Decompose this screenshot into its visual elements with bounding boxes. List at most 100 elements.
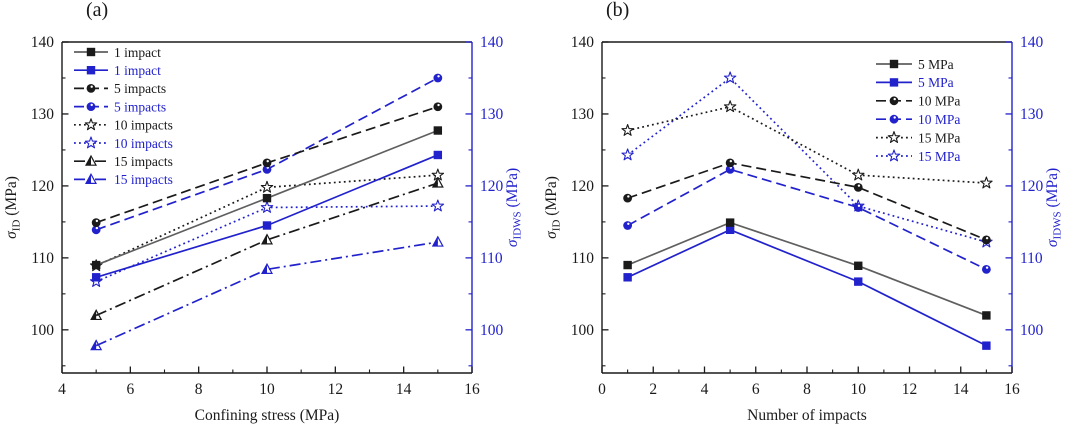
marker-circle-highlight [95, 226, 99, 230]
marker-circle [853, 203, 863, 212]
legend-label: 15 MPa [918, 130, 960, 145]
marker-square [982, 341, 991, 350]
legend: 5 MPa 5 MPa 10 MPa 10 MPa 15 MPa 15 MPa [876, 57, 960, 164]
legend-item: 1 impact [74, 45, 161, 60]
marker-square [725, 218, 735, 227]
marker-circle [262, 158, 272, 168]
x-tick-label: 2 [649, 381, 657, 398]
marker-square [262, 193, 272, 203]
legend-item: 15 impacts [74, 154, 173, 169]
y-tick-label-right: 100 [480, 322, 504, 339]
marker-star [621, 123, 634, 136]
marker-star [621, 148, 634, 161]
marker-star [260, 180, 274, 193]
marker-star [431, 168, 445, 181]
marker-circle-highlight [437, 75, 440, 78]
series-5-impacts-black [91, 102, 443, 228]
marker-star [723, 71, 737, 84]
y-axis-title-right: σIDWS (MPa) [504, 168, 524, 247]
x-tick-label: 8 [803, 381, 811, 398]
y-tick-label-right: 140 [1020, 34, 1044, 51]
marker-circle [623, 193, 633, 203]
legend-item: 10 impacts [74, 136, 173, 151]
y-tick-label-right: 120 [1020, 178, 1044, 195]
marker-triangle [431, 176, 444, 188]
y-tick-label-right: 120 [480, 178, 504, 195]
x-tick-label: 6 [752, 381, 760, 398]
panel-b-label: (b) [606, 0, 630, 21]
marker-circle [725, 158, 735, 168]
y-axis-left: 100 110 120 130 140 σID (MPa) [3, 34, 69, 367]
y-tick-label-left: 100 [31, 322, 55, 339]
series-group [89, 73, 445, 351]
plot-frame [601, 41, 1013, 374]
marker-circle [623, 221, 633, 230]
x-axis: 0 2 4 6 8 10 12 14 16 Number of impacts [598, 366, 1020, 424]
marker-triangle [260, 262, 274, 274]
marker-square [854, 277, 863, 286]
x-tick-label: 6 [126, 381, 134, 398]
marker-circle-highlight [857, 184, 861, 187]
x-tick-label: 10 [259, 381, 275, 398]
marker-star [84, 118, 98, 131]
marker-star [84, 136, 98, 149]
marker-square [91, 260, 101, 270]
legend-item: 15 MPa [876, 149, 960, 164]
legend-item: 10 MPa [876, 112, 960, 127]
y-tick-label-left: 130 [571, 106, 595, 123]
marker-circle-highlight [985, 236, 989, 240]
x-axis-title: Confining stress (MPa) [195, 407, 340, 424]
series-10-mpa-blue [623, 164, 991, 274]
marker-circle-highlight [985, 266, 989, 269]
legend-label: 10 MPa [918, 94, 960, 109]
marker-triangle [431, 235, 444, 247]
legend-label: 15 impacts [114, 154, 173, 169]
x-tick-label: 14 [953, 381, 969, 398]
marker-circle [853, 182, 863, 192]
marker-circle-highlight [95, 219, 99, 223]
y-tick-label-left: 140 [31, 34, 55, 51]
marker-square [262, 221, 272, 230]
marker-circle-highlight [266, 159, 269, 163]
x-tick-label: 14 [396, 381, 412, 398]
marker-square [433, 126, 443, 135]
panel-a-label: (a) [86, 0, 109, 21]
marker-square [623, 273, 632, 282]
y-tick-label-left: 100 [571, 322, 595, 339]
x-tick-label: 12 [902, 381, 918, 398]
series-5-mpa-blue [623, 225, 991, 350]
y-tick-label-left: 130 [31, 106, 55, 123]
marker-circle-highlight [893, 116, 896, 119]
series-15-mpa-black [621, 100, 993, 189]
y-tick-label-left: 120 [31, 178, 55, 195]
legend-item: 10 MPa [876, 94, 960, 109]
y-tick-label-right: 140 [480, 34, 504, 51]
series-15-impacts-black [90, 176, 444, 321]
series-1-impact-black [91, 126, 443, 270]
x-tick-label: 10 [851, 381, 867, 398]
legend-label: 10 MPa [918, 112, 960, 127]
x-axis-title: Number of impacts [747, 407, 867, 424]
y-axis-left: 100 110 120 130 140 σID (MPa) [543, 34, 609, 367]
legend-item: 5 MPa [876, 75, 954, 90]
legend-label: 5 impacts [114, 81, 166, 96]
x-tick-label: 8 [195, 381, 203, 398]
legend-item: 5 MPa [876, 57, 954, 72]
y-axis-title-right: σIDWS (MPa) [1044, 168, 1064, 247]
marker-circle [86, 84, 96, 93]
marker-square [623, 260, 632, 270]
y-axis-right: 100 110 120 130 140 σIDWS (MPa) [465, 34, 524, 367]
marker-circle-highlight [729, 159, 733, 163]
series-5-impacts-blue [91, 73, 443, 235]
marker-square [86, 66, 96, 75]
y-tick-label-right: 110 [480, 250, 503, 267]
y-tick-label-left: 140 [571, 34, 595, 51]
panel-a: (a) 4 6 8 10 12 14 16 Confining stress (MPa) 100… [3, 0, 524, 424]
marker-circle [889, 96, 899, 106]
legend-item: 15 impacts [74, 172, 173, 187]
marker-star [887, 149, 901, 162]
legend-label: 15 impacts [114, 172, 173, 187]
x-tick-label: 12 [328, 381, 344, 398]
x-tick-label: 4 [701, 381, 709, 398]
